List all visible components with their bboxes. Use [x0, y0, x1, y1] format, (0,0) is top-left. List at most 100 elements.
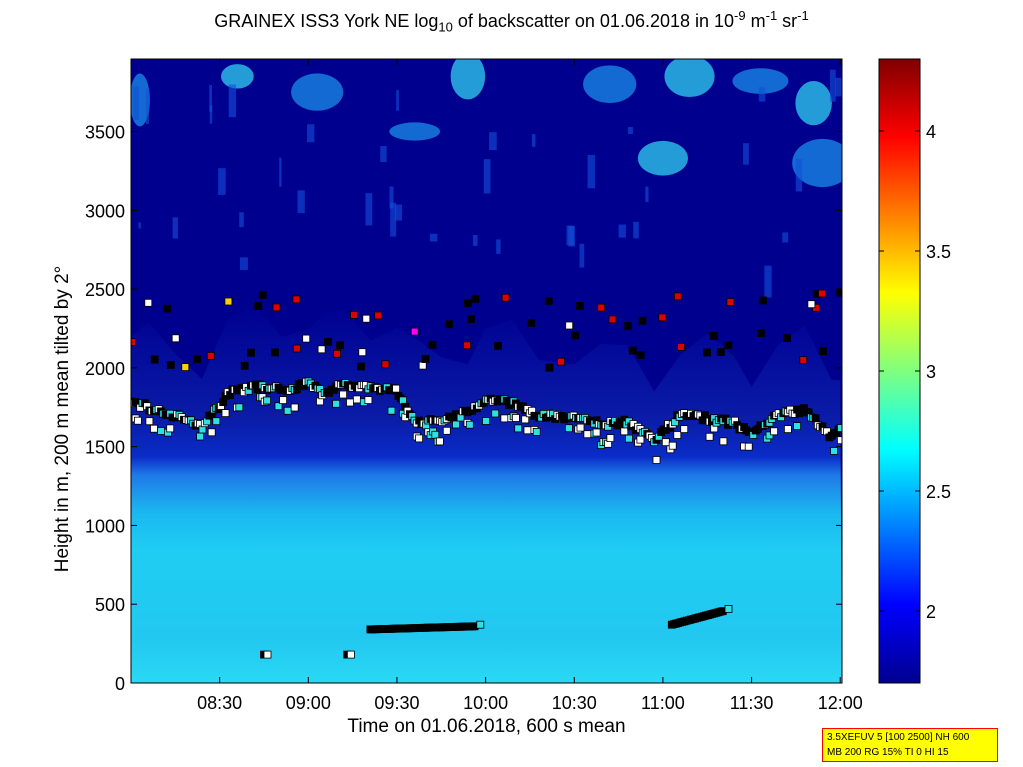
info-line-1: 3.5XEFUV 5 [100 2500] NH 600 [827, 732, 970, 743]
marker-square [263, 650, 272, 659]
x-tick-label: 10:30 [552, 693, 597, 713]
x-tick-label: 11:30 [730, 693, 774, 713]
aerosol-streak [568, 225, 575, 247]
marker-square [620, 427, 629, 436]
colorbar-tick-label: 3 [926, 362, 936, 382]
marker-square [544, 297, 553, 305]
marker-square [565, 321, 574, 330]
marker-square [514, 424, 523, 433]
x-tick-label: 12:00 [818, 693, 863, 713]
marker-square [628, 346, 637, 355]
marker-square [724, 341, 733, 349]
upper-aerosol-patches [131, 59, 842, 298]
aerosol-patch [795, 80, 832, 126]
marker-square [157, 427, 165, 435]
aerosol-streak [472, 234, 478, 246]
marker-square [224, 297, 233, 306]
aerosol-patch [583, 65, 637, 104]
aerosol-streak [782, 232, 789, 243]
x-tick-label: 11:00 [641, 693, 685, 713]
aerosol-streak [795, 159, 803, 192]
plot-frame [130, 58, 843, 684]
aerosol-streak [758, 87, 766, 102]
marker-square [336, 341, 345, 350]
marker-square [557, 357, 565, 366]
marker-square [523, 426, 532, 435]
aerosol-streak [743, 143, 749, 165]
marker-square [636, 351, 645, 360]
marker-square [399, 396, 407, 405]
marker-square [565, 424, 573, 433]
marker-square [206, 351, 215, 360]
marker-square [196, 432, 205, 441]
aerosol-streak [145, 88, 150, 124]
aerosol-patch [664, 59, 715, 98]
aerosol-streak [587, 155, 596, 189]
marker-square [783, 334, 791, 343]
x-tick-label: 09:00 [286, 693, 331, 713]
x-tick-label: 10:00 [463, 693, 508, 713]
aerosol-streak [618, 224, 626, 238]
info-line-2: MB 200 RG 15% TI 0 HI 15 [827, 747, 949, 758]
marker-square [428, 340, 437, 349]
marker-square [263, 396, 271, 405]
marker-square [392, 384, 401, 393]
marker-square [668, 441, 677, 450]
marker-square [302, 334, 311, 343]
marker-square [793, 422, 801, 431]
marker-square [799, 356, 808, 365]
colorbar: 2 2.5 3 3.5 4 [878, 58, 951, 684]
aerosol-streak [829, 69, 836, 102]
marker-square [521, 415, 530, 424]
marker-square [661, 438, 670, 447]
heatmap [131, 59, 842, 683]
marker-square [638, 316, 647, 325]
marker-square [431, 430, 440, 439]
y-tick-label: 2500 [85, 280, 125, 300]
aerosol-streak [429, 233, 438, 242]
aerosol-streak [531, 134, 536, 147]
marker-square [608, 315, 617, 324]
marker-square [145, 417, 154, 426]
marker-square [784, 425, 792, 434]
aerosol-patch [450, 59, 486, 100]
aerosol-streak [483, 159, 491, 194]
aerosol-streak [396, 90, 399, 111]
marker-square [445, 320, 454, 329]
aerosol-streak [239, 212, 244, 228]
marker-square [491, 409, 500, 418]
marker-square [166, 424, 175, 433]
marker-square [332, 399, 341, 408]
marker-square [527, 318, 536, 327]
colorbar-tick-label: 3.5 [926, 242, 951, 262]
marker-square [271, 348, 280, 357]
marker-square [418, 361, 427, 370]
marker-square [500, 414, 509, 423]
marker-square [317, 345, 326, 354]
marker-square [381, 360, 390, 369]
marker-square [576, 301, 584, 310]
marker-square [283, 406, 292, 415]
aerosol-patch [732, 68, 789, 94]
aerosol-patch [792, 138, 842, 188]
colorbar-ticks: 2 2.5 3 3.5 4 [879, 122, 951, 622]
aerosol-streak [209, 85, 213, 112]
marker-square [339, 390, 348, 399]
marker-square [131, 338, 136, 347]
aerosol-patch [389, 122, 441, 141]
marker-square [818, 289, 826, 298]
y-tick-label: 2000 [85, 359, 125, 379]
marker-square [583, 430, 592, 439]
marker-square [494, 341, 502, 350]
marker-square [705, 432, 714, 441]
aerosol-streak [764, 265, 772, 298]
marker-square [258, 290, 267, 299]
marker-square [471, 294, 480, 303]
marker-square [606, 434, 615, 443]
marker-square [724, 605, 733, 613]
marker-square [442, 426, 451, 435]
boundary-layer-fill [131, 305, 842, 683]
aerosol-patch [637, 140, 688, 176]
marker-square [410, 327, 419, 336]
aerosol-streak [138, 222, 141, 229]
